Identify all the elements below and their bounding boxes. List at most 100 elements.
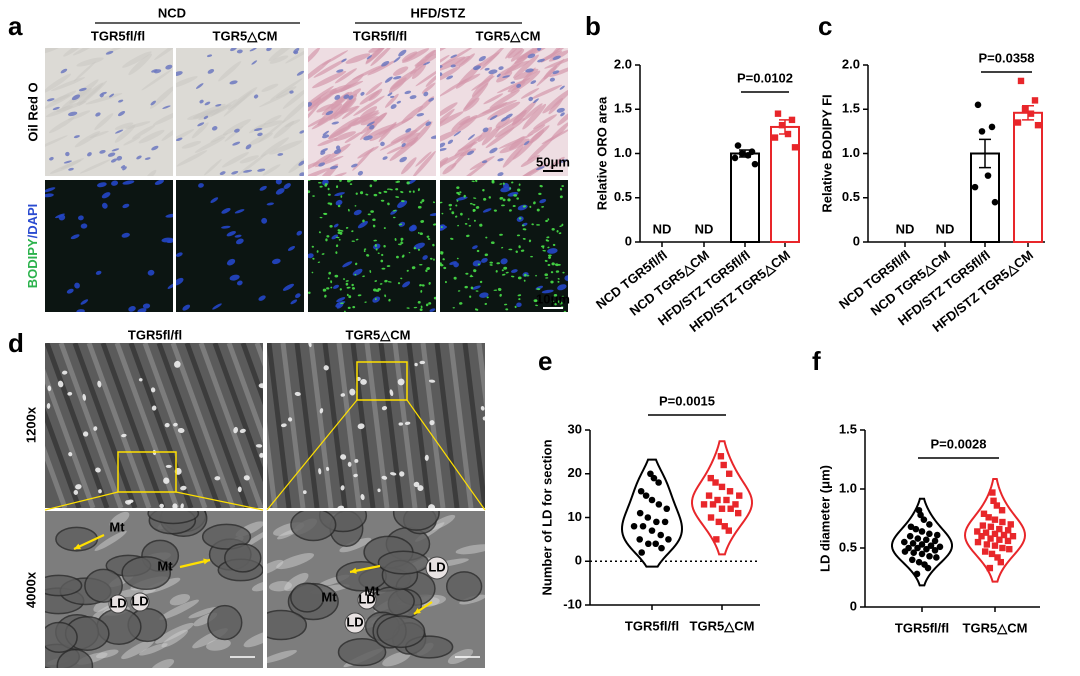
texture <box>313 58 347 78</box>
data-point <box>721 523 728 530</box>
texture <box>275 86 297 99</box>
texture <box>349 388 356 396</box>
texture <box>556 107 565 113</box>
texture <box>308 102 313 107</box>
data-point <box>907 523 915 531</box>
texture <box>294 391 301 397</box>
texture <box>357 423 365 430</box>
texture <box>156 343 222 508</box>
data-point <box>732 501 739 508</box>
texture <box>428 514 456 531</box>
texture <box>549 77 555 82</box>
y-tick-label: 1.0 <box>614 145 632 160</box>
texture <box>282 88 304 109</box>
texture <box>418 263 423 266</box>
texture <box>525 68 534 73</box>
texture <box>410 224 417 231</box>
texture <box>499 197 504 200</box>
texture <box>367 60 396 76</box>
texture <box>423 61 431 66</box>
texture <box>508 248 513 251</box>
texture <box>308 103 320 128</box>
texture <box>501 269 504 272</box>
texture <box>365 81 383 96</box>
texture <box>339 180 342 182</box>
texture <box>382 651 411 667</box>
texture <box>476 343 485 414</box>
texture <box>397 200 408 209</box>
texture <box>138 129 165 144</box>
texture <box>447 139 454 145</box>
texture <box>366 55 372 60</box>
y-tick-label: 0 <box>853 233 860 248</box>
texture <box>390 95 395 98</box>
texture <box>481 99 518 114</box>
texture <box>368 48 387 53</box>
em-label: LD <box>346 614 363 629</box>
texture <box>222 152 249 168</box>
texture <box>86 343 152 508</box>
texture <box>128 343 194 508</box>
texture <box>440 48 451 55</box>
texture <box>239 155 259 164</box>
texture <box>99 93 104 98</box>
texture <box>52 94 70 102</box>
texture <box>425 73 436 87</box>
texture <box>111 148 120 152</box>
data-point <box>906 532 914 540</box>
texture <box>542 246 545 249</box>
texture <box>463 194 466 198</box>
texture <box>378 116 414 136</box>
x-tick-label: TGR5△CM <box>963 620 1028 635</box>
texture <box>375 248 378 251</box>
texture <box>221 225 231 229</box>
texture <box>535 304 539 307</box>
texture <box>339 288 342 291</box>
texture <box>58 343 124 508</box>
data-point <box>923 545 930 553</box>
texture <box>513 194 518 197</box>
texture <box>533 299 538 303</box>
texture <box>467 134 475 141</box>
texture <box>340 302 344 305</box>
texture <box>469 156 495 171</box>
texture <box>45 135 68 152</box>
texture <box>226 343 263 444</box>
texture <box>546 236 550 239</box>
texture <box>290 511 337 542</box>
micrograph-background <box>45 48 173 176</box>
texture <box>338 105 359 115</box>
texture <box>401 200 405 203</box>
texture <box>114 124 136 143</box>
texture <box>467 150 475 156</box>
texture <box>377 488 381 493</box>
texture <box>456 199 459 202</box>
texture <box>441 212 444 215</box>
texture <box>329 165 339 170</box>
texture <box>380 141 385 147</box>
texture <box>429 308 436 312</box>
texture <box>370 210 374 213</box>
texture <box>131 124 156 139</box>
data-point <box>997 558 1004 566</box>
texture <box>335 236 340 239</box>
texture <box>329 224 333 228</box>
texture <box>66 288 74 294</box>
texture <box>417 205 422 209</box>
micrograph-background <box>45 180 173 312</box>
zoom-box <box>356 361 408 401</box>
texture <box>367 123 397 137</box>
texture <box>500 116 508 122</box>
texture <box>354 459 359 463</box>
texture <box>87 152 92 157</box>
texture <box>477 263 481 266</box>
texture <box>78 80 108 107</box>
error-bar <box>979 138 991 169</box>
texture <box>451 115 471 132</box>
texture <box>564 275 568 282</box>
texture <box>212 343 263 483</box>
texture <box>150 100 156 106</box>
texture <box>499 183 503 185</box>
micrograph <box>440 48 568 176</box>
texture <box>327 193 331 196</box>
